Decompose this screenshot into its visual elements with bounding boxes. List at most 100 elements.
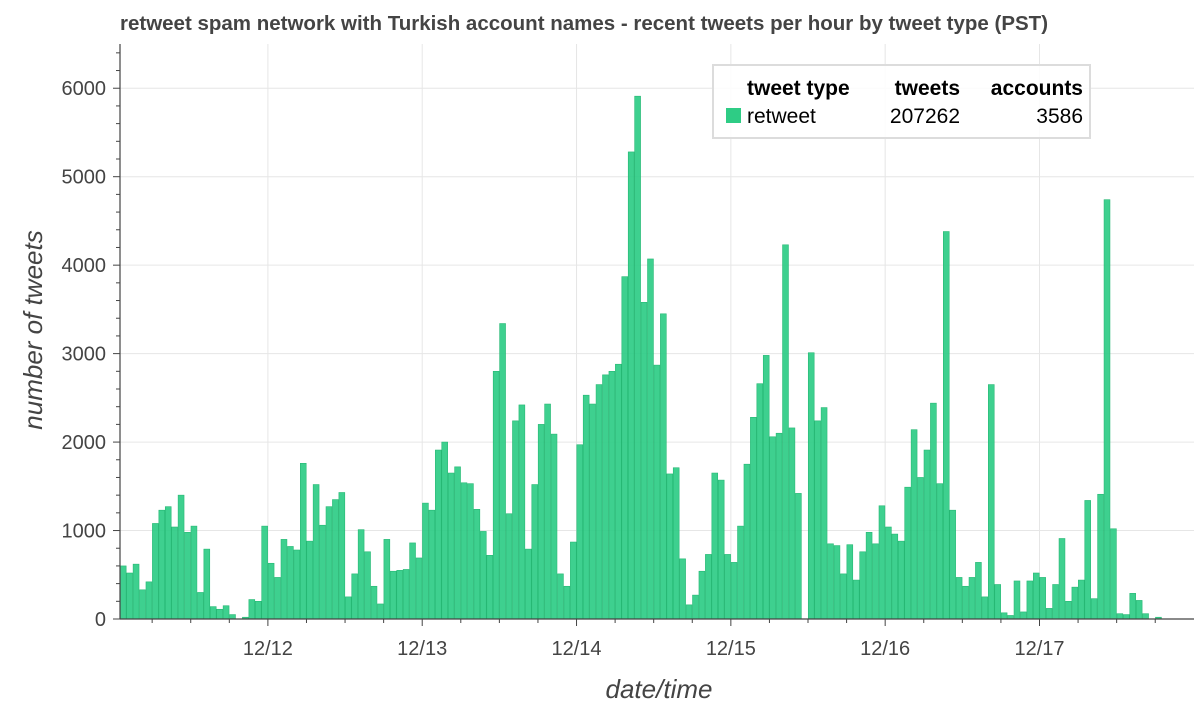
bar — [287, 546, 294, 620]
bar — [145, 581, 153, 620]
bar — [717, 479, 725, 620]
bar — [872, 543, 879, 620]
bar — [267, 562, 275, 620]
bar — [383, 539, 391, 620]
bar — [1135, 600, 1143, 620]
bar — [1000, 612, 1008, 620]
bar — [345, 596, 352, 620]
bar — [769, 436, 776, 620]
bar — [672, 467, 680, 620]
bar — [209, 606, 217, 620]
bar — [589, 403, 596, 620]
bar — [351, 573, 358, 620]
bar — [325, 506, 333, 620]
bar — [190, 525, 198, 620]
bar — [807, 352, 815, 620]
bar — [602, 374, 609, 620]
bar — [955, 577, 963, 620]
bar — [525, 548, 532, 620]
y-tick-label: 5000 — [62, 167, 107, 189]
bar — [627, 151, 635, 620]
bar — [788, 427, 796, 620]
bar — [949, 509, 956, 620]
bar — [505, 513, 513, 620]
bar — [820, 407, 828, 620]
x-tick-label: 12/17 — [1014, 638, 1064, 660]
bar — [897, 540, 905, 620]
bar — [859, 551, 866, 620]
bar — [962, 585, 969, 620]
bar — [537, 424, 545, 620]
bar — [531, 484, 538, 620]
bar — [994, 584, 1001, 620]
bar — [119, 565, 127, 620]
bar — [473, 509, 481, 620]
bar — [608, 371, 616, 620]
bar — [293, 549, 301, 620]
bar — [1065, 601, 1072, 620]
bar — [988, 384, 995, 620]
bar — [930, 402, 937, 620]
legend-tweets: 207262 — [890, 105, 960, 128]
bar — [615, 363, 622, 620]
legend-type: retweet — [747, 105, 816, 128]
bar — [1084, 500, 1091, 620]
bar — [910, 429, 918, 620]
bar — [1013, 580, 1021, 620]
legend-header-type: tweet type — [747, 77, 850, 100]
bar — [306, 540, 313, 620]
bar — [936, 483, 944, 620]
bar — [377, 603, 384, 620]
bar — [563, 585, 571, 620]
bar — [1045, 608, 1053, 620]
bar — [705, 554, 712, 620]
bar — [1110, 528, 1117, 620]
bar — [737, 525, 744, 620]
bar — [164, 506, 172, 620]
bar — [782, 244, 789, 620]
bar — [492, 371, 500, 620]
bar — [441, 441, 448, 620]
bar — [814, 420, 821, 620]
bar — [968, 577, 976, 620]
bar — [1097, 493, 1104, 620]
grid — [120, 44, 1194, 619]
x-tick-label: 12/16 — [860, 638, 910, 660]
bar — [254, 601, 262, 620]
bar — [1090, 598, 1098, 620]
bar — [943, 231, 950, 620]
bar — [1071, 586, 1079, 620]
bar — [634, 95, 641, 620]
bar — [865, 532, 873, 620]
bar — [280, 539, 288, 620]
legend-header-tweets: tweets — [895, 77, 960, 100]
bar — [402, 569, 410, 620]
legend: tweet type tweets accounts retweet 20726… — [712, 64, 1091, 139]
bar — [730, 562, 738, 620]
bar — [248, 599, 256, 620]
bar — [724, 554, 731, 620]
bar — [499, 323, 506, 620]
bar — [1020, 611, 1027, 620]
bar — [480, 531, 487, 620]
y-tick-label: 2000 — [62, 432, 107, 454]
y-tick-label: 4000 — [62, 255, 107, 277]
x-tick-label: 12/14 — [551, 638, 601, 660]
bar — [750, 417, 757, 620]
bar — [171, 526, 178, 620]
bar — [1142, 613, 1149, 620]
bar — [711, 472, 719, 620]
bar — [357, 529, 365, 620]
bar — [415, 557, 423, 620]
bar — [557, 573, 564, 620]
bar — [975, 562, 982, 620]
bar — [370, 585, 378, 620]
bar — [570, 541, 577, 620]
bar — [1116, 613, 1124, 620]
x-tick-label: 12/15 — [706, 638, 756, 660]
bar — [467, 483, 474, 620]
bar — [891, 533, 899, 620]
bar — [1123, 614, 1130, 620]
bar — [840, 573, 847, 620]
